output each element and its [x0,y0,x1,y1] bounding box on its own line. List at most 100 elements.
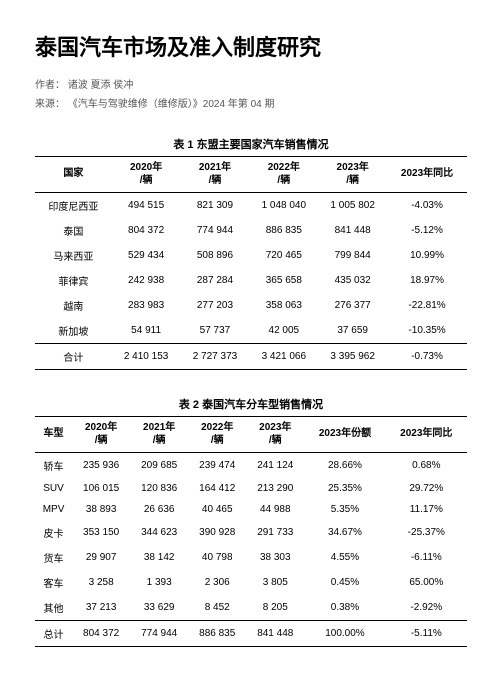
cell-value: 40 798 [188,545,246,570]
source-line: 来源： 《汽车与驾驶维修（维修版）》2024 年第 04 期 [35,95,467,110]
cell-value: 886 835 [249,218,318,243]
cell-value: 3 258 [72,570,130,595]
cell-value: 3 805 [246,570,304,595]
cell-value: 529 434 [112,243,181,268]
cell-value: -4.03% [387,193,467,219]
table-header-row: 车型2020年/辆2021年/辆2022年/辆2023年/辆2023年份额202… [35,417,467,453]
total-value: 3 421 066 [249,344,318,370]
column-header: 车型 [35,417,72,453]
cell-value: 37 659 [318,318,387,344]
source-value: 《汽车与驾驶维修（维修版）》2024 年第 04 期 [68,99,275,110]
cell-value: 841 448 [318,218,387,243]
total-value: -0.73% [387,344,467,370]
cell-value: 508 896 [181,243,250,268]
table2: 车型2020年/辆2021年/辆2022年/辆2023年/辆2023年份额202… [35,416,467,647]
total-label: 合计 [35,344,112,370]
cell-value: 8 205 [246,595,304,621]
cell-value: -22.81% [387,293,467,318]
table-row: 皮卡353 150344 623390 928291 73334.67%-25.… [35,520,467,545]
cell-value: 283 983 [112,293,181,318]
row-label: 其他 [35,595,72,621]
column-header: 2022年/辆 [188,417,246,453]
cell-value: 241 124 [246,453,304,479]
cell-value: 8 452 [188,595,246,621]
table2-head: 车型2020年/辆2021年/辆2022年/辆2023年/辆2023年份额202… [35,417,467,453]
table2-block: 表 2 泰国汽车分车型销售情况 车型2020年/辆2021年/辆2022年/辆2… [35,396,467,647]
cell-value: 37 213 [72,595,130,621]
row-label: 新加坡 [35,318,112,344]
cell-value: 38 893 [72,499,130,520]
cell-value: -25.37% [386,520,467,545]
column-header: 国家 [35,157,112,193]
cell-value: 106 015 [72,478,130,499]
total-value: 3 395 962 [318,344,387,370]
table-row: 菲律宾242 938287 284365 658435 03218.97% [35,268,467,293]
cell-value: 26 636 [130,499,188,520]
author-value: 诸波 夏添 侯冲 [68,80,134,91]
total-value: 804 372 [72,621,130,647]
row-label: 货车 [35,545,72,570]
table-row: 越南283 983277 203358 063276 377-22.81% [35,293,467,318]
cell-value: 344 623 [130,520,188,545]
cell-value: -10.35% [387,318,467,344]
table-total-row: 总计804 372774 944886 835841 448100.00%-5.… [35,621,467,647]
cell-value: 774 944 [181,218,250,243]
column-header: 2023年份额 [304,417,385,453]
row-label: SUV [35,478,72,499]
row-label: 泰国 [35,218,112,243]
cell-value: 242 938 [112,268,181,293]
page-title: 泰国汽车市场及准入制度研究 [35,30,467,62]
cell-value: 235 936 [72,453,130,479]
cell-value: 120 836 [130,478,188,499]
cell-value: 390 928 [188,520,246,545]
cell-value: 18.97% [387,268,467,293]
row-label: 印度尼西亚 [35,193,112,219]
cell-value: 40 465 [188,499,246,520]
cell-value: 4.55% [304,545,385,570]
cell-value: 65.00% [386,570,467,595]
total-value: 100.00% [304,621,385,647]
table1-block: 表 1 东盟主要国家汽车销售情况 国家2020年/辆2021年/辆2022年/辆… [35,136,467,370]
cell-value: 209 685 [130,453,188,479]
row-label: 皮卡 [35,520,72,545]
cell-value: 42 005 [249,318,318,344]
table1-head: 国家2020年/辆2021年/辆2022年/辆2023年/辆2023年同比 [35,157,467,193]
total-value: 886 835 [188,621,246,647]
cell-value: 365 658 [249,268,318,293]
cell-value: -6.11% [386,545,467,570]
column-header: 2021年/辆 [130,417,188,453]
table-row: 轿车235 936209 685239 474241 12428.66%0.68… [35,453,467,479]
table-row: MPV38 89326 63640 46544 9885.35%11.17% [35,499,467,520]
cell-value: 57 737 [181,318,250,344]
row-label: 轿车 [35,453,72,479]
row-label: 马来西亚 [35,243,112,268]
cell-value: 28.66% [304,453,385,479]
table2-caption: 表 2 泰国汽车分车型销售情况 [35,396,467,412]
column-header: 2021年/辆 [181,157,250,193]
cell-value: 44 988 [246,499,304,520]
column-header: 2023年/辆 [318,157,387,193]
table-row: 印度尼西亚494 515821 3091 048 0401 005 802-4.… [35,193,467,219]
cell-value: 5.35% [304,499,385,520]
table-row: 新加坡54 91157 73742 00537 659-10.35% [35,318,467,344]
table-total-row: 合计2 410 1532 727 3733 421 0663 395 962-0… [35,344,467,370]
cell-value: 0.68% [386,453,467,479]
author-line: 作者： 诸波 夏添 侯冲 [35,76,467,91]
cell-value: 29 907 [72,545,130,570]
cell-value: -5.12% [387,218,467,243]
cell-value: 33 629 [130,595,188,621]
cell-value: 821 309 [181,193,250,219]
cell-value: 0.38% [304,595,385,621]
cell-value: 11.17% [386,499,467,520]
column-header: 2023年同比 [386,417,467,453]
document-page: 泰国汽车市场及准入制度研究 作者： 诸波 夏添 侯冲 来源： 《汽车与驾驶维修（… [0,0,502,677]
column-header: 2022年/辆 [249,157,318,193]
cell-value: 291 733 [246,520,304,545]
table-row: 客车3 2581 3932 3063 8050.45%65.00% [35,570,467,595]
table-row: 其他37 21333 6298 4528 2050.38%-2.92% [35,595,467,621]
cell-value: 353 150 [72,520,130,545]
cell-value: 799 844 [318,243,387,268]
table-row: 货车29 90738 14240 79838 3034.55%-6.11% [35,545,467,570]
total-value: 841 448 [246,621,304,647]
cell-value: 276 377 [318,293,387,318]
